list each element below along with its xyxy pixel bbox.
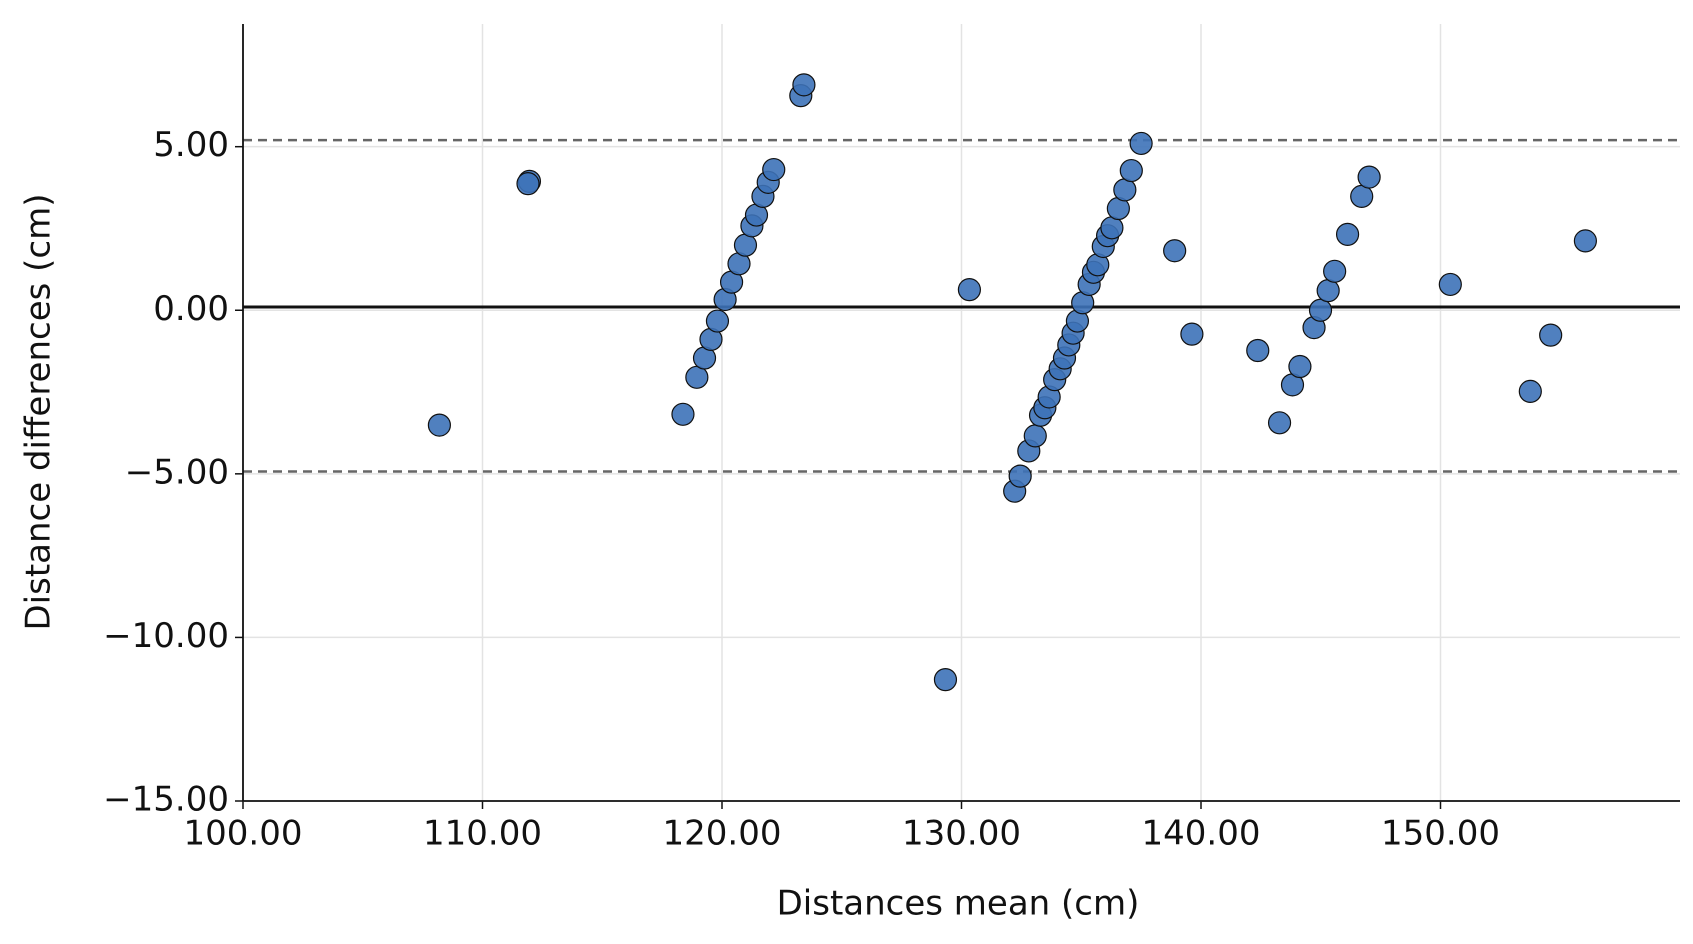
point bbox=[762, 157, 786, 182]
point bbox=[933, 668, 958, 692]
point bbox=[1316, 279, 1340, 303]
y-tick-label: −15.00 bbox=[103, 780, 229, 820]
x-tick-label: 150.00 bbox=[1381, 814, 1500, 854]
point bbox=[1100, 216, 1124, 240]
point bbox=[1323, 259, 1347, 283]
point bbox=[957, 278, 982, 302]
point bbox=[1518, 379, 1542, 403]
point bbox=[1267, 411, 1292, 435]
point bbox=[1539, 323, 1563, 347]
point bbox=[1113, 178, 1137, 202]
x-tick-label: 120.00 bbox=[663, 814, 782, 854]
point bbox=[1180, 322, 1204, 346]
y-tick-label: 5.00 bbox=[153, 125, 229, 165]
x-tick-label: 110.00 bbox=[423, 814, 542, 854]
x-tick-label: 130.00 bbox=[902, 814, 1021, 854]
point bbox=[685, 365, 709, 389]
point bbox=[427, 413, 451, 437]
point bbox=[1246, 338, 1270, 363]
point bbox=[1350, 184, 1374, 209]
point bbox=[705, 309, 730, 333]
y-axis-label: Distance differences (cm) bbox=[19, 193, 59, 630]
point bbox=[1008, 464, 1032, 488]
point bbox=[671, 402, 695, 426]
y-tick-label: −5.00 bbox=[125, 452, 229, 492]
point bbox=[1438, 272, 1462, 297]
point bbox=[1129, 131, 1153, 156]
point bbox=[792, 73, 816, 97]
point bbox=[1308, 298, 1333, 322]
point bbox=[733, 233, 758, 257]
point bbox=[1335, 222, 1360, 246]
point bbox=[1357, 165, 1381, 189]
x-tick-label: 100.00 bbox=[184, 814, 303, 854]
y-tick-label: 0.00 bbox=[153, 289, 229, 329]
y-tick-label: −10.00 bbox=[103, 616, 229, 656]
point bbox=[1573, 229, 1597, 253]
point bbox=[1023, 424, 1047, 448]
point bbox=[1119, 158, 1143, 183]
point bbox=[1163, 239, 1187, 263]
x-axis-label: Distances mean (cm) bbox=[777, 884, 1140, 924]
point bbox=[516, 172, 540, 196]
x-tick-label: 140.00 bbox=[1142, 814, 1261, 854]
point bbox=[1288, 354, 1312, 379]
